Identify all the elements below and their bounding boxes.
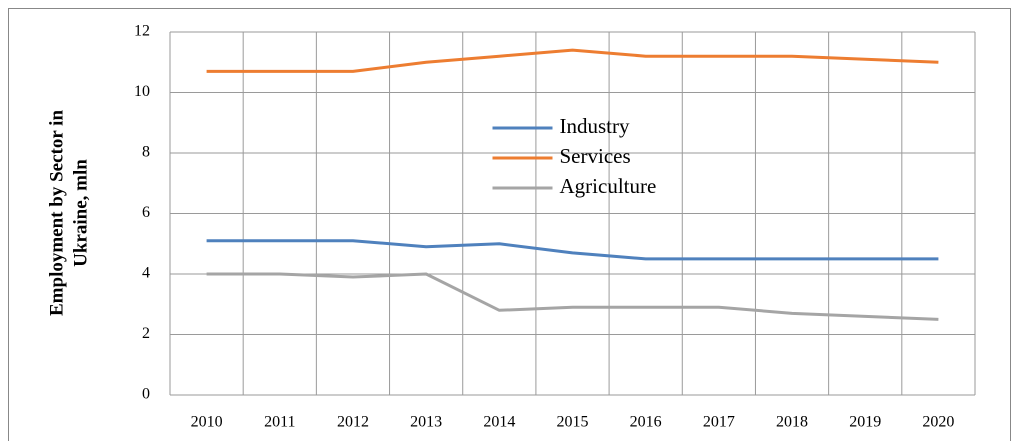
y-tick-label: 8 [142,144,150,161]
x-tick-label: 2014 [483,414,515,431]
x-tick-label: 2018 [776,414,808,431]
y-tick-label: 2 [142,325,150,342]
series-line [206,48,939,73]
chart-border [8,8,1011,441]
x-tick-label: 2011 [264,414,295,431]
y-axis-label: Employment by Sector in Ukraine, mln [46,110,91,316]
legend-label: Agriculture [560,174,657,198]
series-line [206,272,939,321]
x-tick-label: 2015 [557,414,589,431]
x-tick-label: 2019 [849,414,881,431]
y-tick-label: 6 [142,204,150,221]
y-tick-label: 10 [134,83,150,100]
y-axis-label-line: Ukraine, mln [70,159,91,267]
y-tick-label: 12 [134,23,150,40]
x-tick-label: 2013 [410,414,442,431]
y-tick-label: 4 [142,265,150,282]
x-tick-label: 2020 [922,414,954,431]
y-axis-label-line: Employment by Sector in [46,110,67,316]
legend-label: Services [560,144,631,168]
legend-label: Industry [560,114,630,138]
x-tick-label: 2012 [337,414,369,431]
y-tick-label: 0 [142,386,150,403]
x-tick-label: 2017 [703,414,735,431]
x-tick-label: 2016 [630,414,662,431]
x-tick-label: 2010 [191,414,223,431]
series-line [206,239,939,261]
